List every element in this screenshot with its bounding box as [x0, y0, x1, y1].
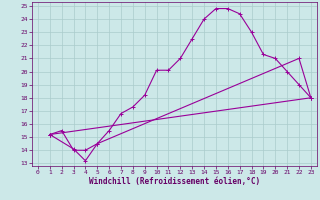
X-axis label: Windchill (Refroidissement éolien,°C): Windchill (Refroidissement éolien,°C)	[89, 177, 260, 186]
